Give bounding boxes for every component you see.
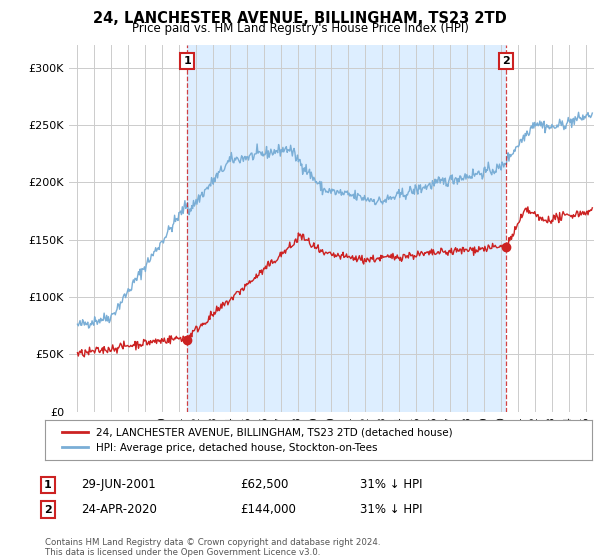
Text: Contains HM Land Registry data © Crown copyright and database right 2024.
This d: Contains HM Land Registry data © Crown c… — [45, 538, 380, 557]
Text: £62,500: £62,500 — [240, 478, 289, 492]
Text: 24, LANCHESTER AVENUE, BILLINGHAM, TS23 2TD: 24, LANCHESTER AVENUE, BILLINGHAM, TS23 … — [93, 11, 507, 26]
Bar — [187, 45, 506, 412]
Text: 2: 2 — [502, 57, 510, 66]
Text: 24-APR-2020: 24-APR-2020 — [81, 503, 157, 516]
Legend: 24, LANCHESTER AVENUE, BILLINGHAM, TS23 2TD (detached house), HPI: Average price: 24, LANCHESTER AVENUE, BILLINGHAM, TS23 … — [56, 421, 459, 459]
Text: 31% ↓ HPI: 31% ↓ HPI — [360, 503, 422, 516]
Text: 1: 1 — [184, 57, 191, 66]
Text: 2: 2 — [44, 505, 52, 515]
Text: 31% ↓ HPI: 31% ↓ HPI — [360, 478, 422, 492]
Text: 1: 1 — [44, 480, 52, 490]
Text: £144,000: £144,000 — [240, 503, 296, 516]
Text: Price paid vs. HM Land Registry's House Price Index (HPI): Price paid vs. HM Land Registry's House … — [131, 22, 469, 35]
Text: 29-JUN-2001: 29-JUN-2001 — [81, 478, 156, 492]
